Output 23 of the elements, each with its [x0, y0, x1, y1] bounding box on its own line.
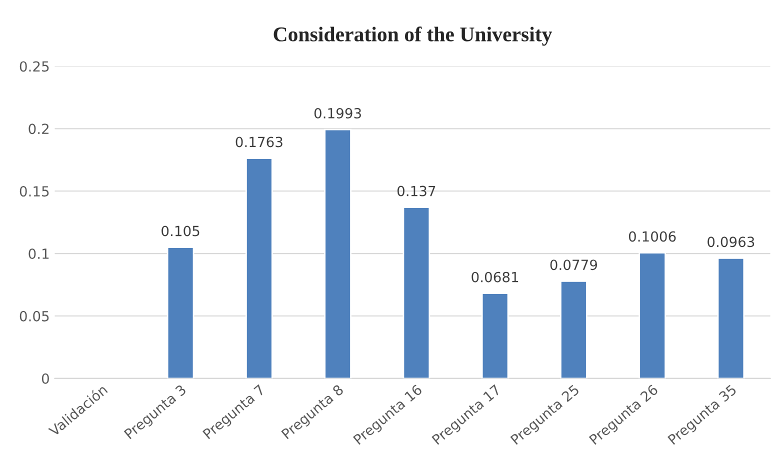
- bar: [638, 252, 666, 378]
- data-label: 0.1763: [236, 136, 282, 148]
- data-label: 0.1006: [628, 231, 676, 242]
- data-label: 0.105: [162, 226, 200, 236]
- y-tick-label: 0.1: [28, 248, 49, 259]
- data-label: 0.1993: [314, 108, 361, 119]
- data-label: 0.0779: [550, 260, 598, 270]
- data-label: 0.137: [397, 186, 436, 196]
- bar: [402, 206, 430, 378]
- bar: [166, 246, 194, 378]
- bar: [560, 280, 588, 378]
- y-tick-label: 0: [42, 373, 49, 384]
- bar: [717, 257, 745, 378]
- y-tick-label: 0.15: [20, 186, 49, 197]
- bar: [246, 158, 273, 378]
- data-label: 0.0681: [472, 272, 518, 282]
- y-tick-label: 0.05: [20, 310, 49, 322]
- data-label: 0.0963: [708, 236, 754, 248]
- y-tick-label: 0.2: [28, 124, 48, 134]
- y-tick-label: 0.25: [20, 61, 49, 72]
- bar: [324, 128, 352, 378]
- bar: [481, 292, 509, 378]
- chart-title: Consideration of the University: [274, 26, 552, 46]
